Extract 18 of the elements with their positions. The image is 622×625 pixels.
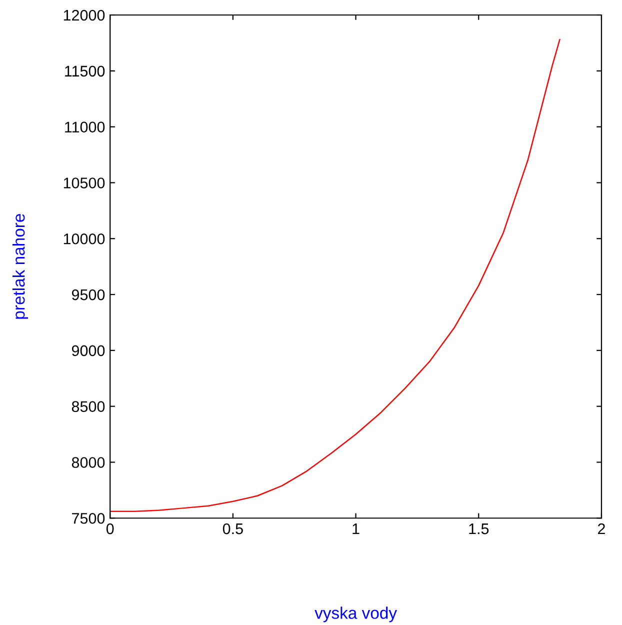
y-tick-label: 10000 [64, 233, 105, 244]
y-tick-label: 8500 [72, 401, 105, 412]
y-tick-label: 11000 [65, 122, 105, 132]
x-tick-label: 1 [352, 524, 360, 534]
y-tick-label: 10500 [64, 178, 105, 188]
y-tick-label: 7500 [72, 512, 105, 524]
x-axis-title: vyska vody [314, 606, 397, 622]
y-tick-label: 9000 [72, 345, 105, 356]
x-tick-label: 0 [106, 523, 114, 534]
y-tick-label: 11500 [65, 66, 105, 77]
y-tick-label: 8000 [72, 457, 105, 468]
y-tick-label: 12000 [64, 10, 105, 21]
x-tick-label: 0.5 [222, 523, 243, 534]
x-tick-label: 2 [598, 523, 605, 534]
x-tick-label: 1.5 [469, 524, 489, 534]
line-series [110, 38, 560, 512]
y-tick-label: 9500 [72, 289, 105, 300]
y-axis-title: pretlak nahore [12, 214, 28, 319]
